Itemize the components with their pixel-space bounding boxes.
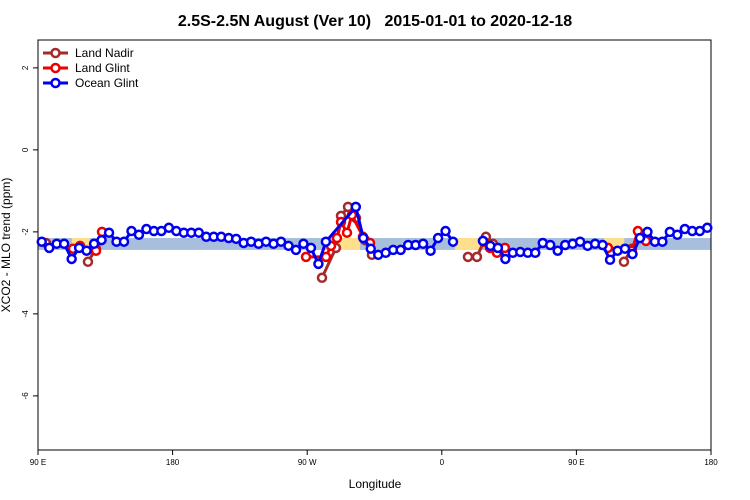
data-point	[500, 253, 511, 265]
data-point	[634, 232, 646, 244]
x-tick-label: 90 W	[298, 458, 317, 467]
legend-label: Ocean Glint	[75, 76, 139, 90]
data-point	[642, 226, 653, 238]
data-point	[604, 254, 616, 266]
data-point	[298, 238, 309, 250]
data-point	[118, 236, 130, 247]
data-point	[597, 239, 608, 251]
data-point	[36, 236, 47, 247]
data-point	[300, 251, 312, 263]
y-tick-label: -6	[21, 392, 30, 400]
data-point	[66, 253, 77, 265]
x-tick-label: 180	[166, 458, 180, 467]
legend-marker	[50, 62, 61, 74]
data-point	[462, 251, 474, 263]
data-point	[619, 243, 631, 254]
data-point	[492, 242, 504, 254]
data-point	[618, 256, 630, 268]
data-point	[193, 227, 205, 238]
data-point	[230, 233, 242, 245]
data-point	[477, 235, 489, 247]
data-point	[82, 256, 94, 268]
data-point	[96, 234, 107, 246]
y-tick-label: -4	[21, 310, 30, 318]
data-point	[290, 244, 302, 256]
data-point	[657, 236, 668, 247]
data-point	[574, 236, 586, 247]
y-axis-label: XCO2 - MLO trend (ppm)	[0, 178, 13, 313]
data-point	[103, 227, 115, 238]
legend-label: Land Glint	[75, 61, 130, 75]
data-point	[395, 244, 406, 256]
data-point	[133, 229, 145, 240]
data-point	[43, 242, 55, 254]
legend-marker	[50, 77, 61, 89]
data-point	[331, 232, 343, 244]
data-point	[341, 227, 353, 238]
y-tick-label: 2	[21, 65, 30, 70]
chart-title: 2.5S-2.5N August (Ver 10) 2015-01-01 to …	[178, 13, 572, 30]
x-tick-label: 180	[704, 458, 718, 467]
data-point	[365, 243, 377, 254]
legend-marker	[50, 47, 61, 59]
data-point	[305, 242, 317, 254]
x-tick-label: 0	[440, 458, 445, 467]
data-point	[320, 236, 332, 247]
highlight	[604, 238, 625, 250]
x-axis-label: Longitude	[349, 477, 402, 491]
data-point	[58, 238, 70, 250]
data-point	[447, 236, 459, 247]
data-point	[530, 247, 541, 259]
data-point	[81, 245, 92, 256]
x-tick-label: 90 E	[30, 458, 46, 467]
highlight	[454, 238, 480, 250]
data-point	[552, 245, 563, 256]
data-point	[432, 232, 444, 244]
data-point	[350, 201, 362, 213]
data-point	[627, 248, 638, 260]
data-point	[440, 225, 451, 237]
data-point	[702, 222, 713, 234]
data-point	[283, 240, 294, 252]
data-point	[316, 272, 328, 284]
highlight	[335, 238, 360, 250]
data-point	[358, 232, 369, 244]
y-tick-label: -2	[21, 228, 30, 236]
data-point	[425, 245, 436, 256]
data-point	[471, 251, 483, 263]
x-tick-label: 90 E	[568, 458, 584, 467]
y-tick-label: 0	[21, 147, 30, 152]
data-point	[275, 236, 287, 247]
data-point	[313, 258, 324, 270]
data-point	[672, 229, 683, 240]
data-point	[417, 238, 429, 250]
legend-label: Land Nadir	[75, 46, 134, 60]
data-point	[544, 239, 556, 251]
